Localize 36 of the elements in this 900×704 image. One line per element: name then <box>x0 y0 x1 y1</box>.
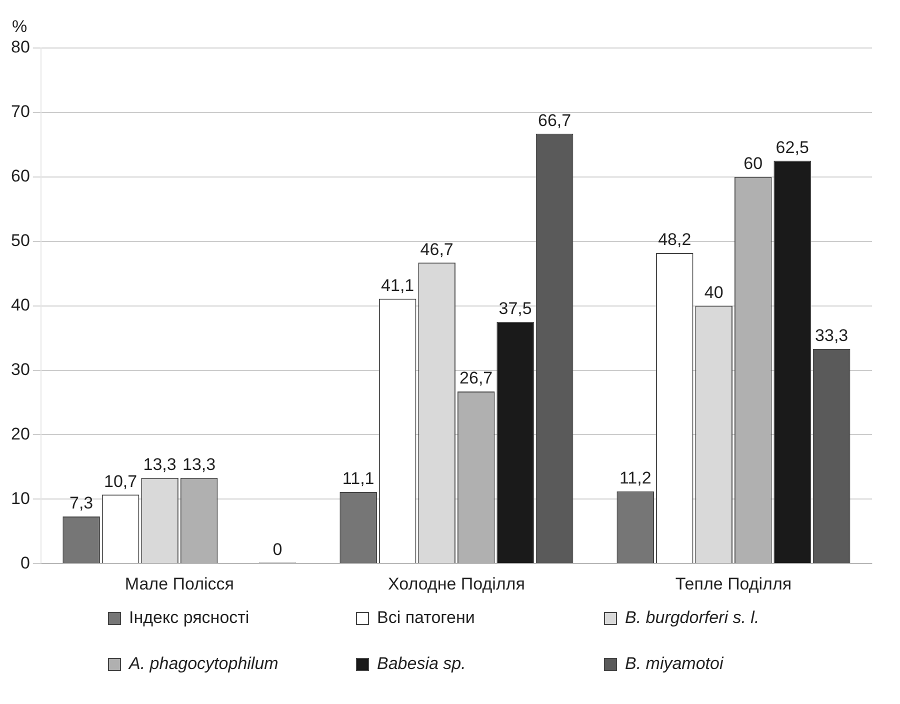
data-label: 7,3 <box>69 494 94 513</box>
data-label: 10,7 <box>104 472 138 491</box>
legend-label: Індекс рясності <box>129 608 250 628</box>
x-tick-label: Холодне Поділля <box>388 574 525 594</box>
data-label: 13,3 <box>182 455 216 474</box>
legend-label: B. miyamotoi <box>625 654 724 674</box>
legend-label: Babesia sp. <box>377 654 466 674</box>
y-tick-label: 80 <box>10 38 30 57</box>
legend-label: B. burgdorferi s. l. <box>625 608 760 628</box>
data-label: 40 <box>704 282 724 302</box>
data-label: 60 <box>744 154 763 174</box>
data-label: 62,5 <box>776 138 809 157</box>
y-tick-label: 30 <box>10 360 30 379</box>
y-tick-label: 0 <box>20 553 30 572</box>
data-label: 26,7 <box>460 368 493 388</box>
data-label: 11,2 <box>619 468 652 488</box>
data-label: 33,3 <box>815 326 848 346</box>
y-tick-label: 50 <box>10 231 30 250</box>
y-tick-label: 10 <box>10 488 30 508</box>
data-label: 13,3 <box>143 455 176 474</box>
y-tick-label: 60 <box>10 166 30 186</box>
y-tick-label: 40 <box>10 295 30 314</box>
text: Всі патогени <box>377 608 475 628</box>
y-tick-label: 70 <box>10 102 30 122</box>
y-tick-label: 20 <box>10 424 30 444</box>
legend-label: A. phagocytophilum <box>129 654 278 674</box>
data-label: 46,7 <box>420 240 454 259</box>
data-label: 0 <box>272 540 282 559</box>
data-label: 37,5 <box>498 299 532 318</box>
x-tick-label: Тепле Поділля <box>675 574 792 594</box>
data-label: 66,7 <box>538 110 572 130</box>
data-label: 48,2 <box>658 230 692 250</box>
data-label: 41,1 <box>381 276 414 295</box>
y-axis-title: % <box>12 17 28 36</box>
x-tick-label: Мале Полісся <box>124 574 234 594</box>
data-label: 11,1 <box>342 469 374 488</box>
